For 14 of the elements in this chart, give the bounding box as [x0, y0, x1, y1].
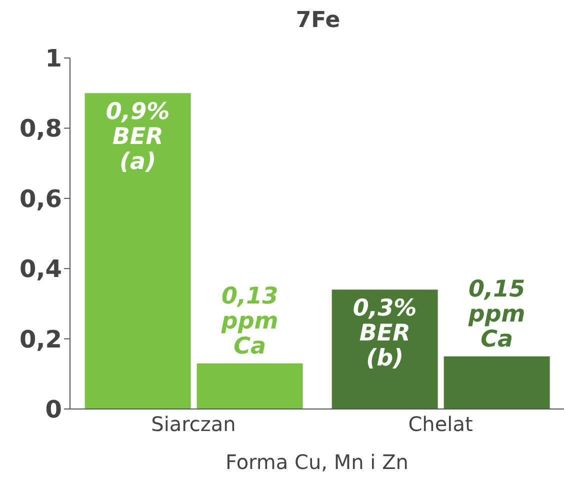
data-label: 0,13 ppm Ca [220, 283, 278, 360]
data-label: 0,9% BER (a) [106, 99, 170, 176]
y-tick-label: 1 [45, 44, 62, 73]
y-tick-label: 0,2 [19, 325, 62, 354]
y-tick-label: 0 [45, 396, 62, 424]
x-tick-label: Siarczan [151, 412, 236, 436]
x-tick-label: Chelat [408, 412, 473, 436]
y-tick-label: 0,6 [19, 184, 62, 213]
y-tick-label: 0,4 [19, 255, 62, 284]
x-axis-title: Forma Cu, Mn i Zn [226, 450, 408, 474]
chart-title: 7Fe [294, 8, 342, 35]
data-label: 0,3% BER (b) [352, 296, 417, 372]
data-label: 0,15 ppm Ca [467, 276, 526, 352]
y-tick-label: 0,8 [19, 114, 62, 143]
